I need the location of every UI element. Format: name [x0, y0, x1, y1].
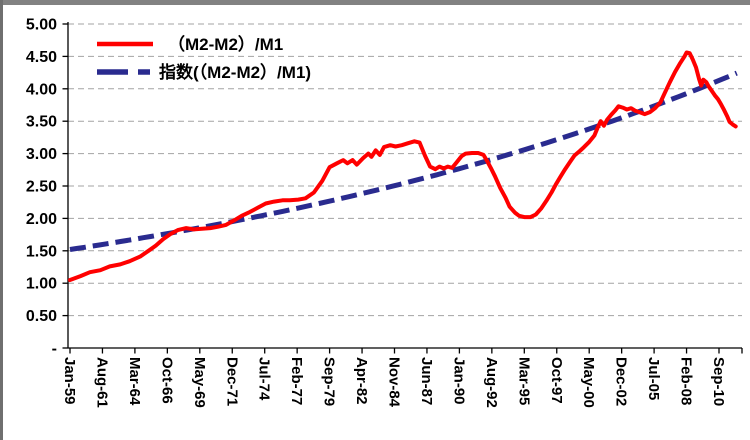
- svg-text:2.50: 2.50: [26, 179, 57, 196]
- legend-item-ratio: （M2-M2）/M1: [96, 30, 311, 58]
- svg-text:1.00: 1.00: [26, 276, 57, 293]
- svg-text:Feb-08: Feb-08: [678, 357, 695, 405]
- svg-text:Oct-66: Oct-66: [158, 357, 175, 404]
- window-left-edge: [0, 0, 3, 440]
- svg-text:May-00: May-00: [580, 357, 597, 408]
- svg-text:1.50: 1.50: [26, 243, 57, 260]
- svg-text:Dec-02: Dec-02: [613, 357, 630, 406]
- legend-label-ratio: （M2-M2）/M1: [168, 34, 284, 54]
- series-exponential-trendline: [69, 70, 738, 252]
- red-solid-line-icon: [97, 41, 153, 47]
- svg-text:4.00: 4.00: [26, 81, 57, 98]
- svg-text:Aug-61: Aug-61: [93, 357, 110, 408]
- svg-text:Oct-97: Oct-97: [548, 357, 565, 404]
- window-top-edge: [0, 0, 750, 5]
- svg-text:Dec-71: Dec-71: [223, 357, 240, 406]
- svg-text:Jan-90: Jan-90: [450, 357, 467, 405]
- axes: [62, 22, 743, 354]
- svg-text:Feb-77: Feb-77: [288, 357, 305, 405]
- svg-text:Mar-95: Mar-95: [515, 357, 532, 405]
- gridlines: [68, 23, 742, 317]
- svg-text:Sep-79: Sep-79: [321, 357, 338, 406]
- svg-text:3.50: 3.50: [26, 114, 57, 131]
- svg-text:Mar-64: Mar-64: [126, 357, 143, 406]
- legend-label-trendline: 指数(（M2-M2）/M1): [159, 62, 312, 82]
- svg-text:2.00: 2.00: [26, 211, 57, 228]
- svg-text:Jan-59: Jan-59: [61, 357, 78, 405]
- svg-text:Jul-74: Jul-74: [256, 357, 273, 401]
- svg-text:May-69: May-69: [191, 357, 208, 408]
- svg-text:4.50: 4.50: [26, 49, 57, 66]
- svg-text:Aug-92: Aug-92: [483, 357, 500, 408]
- svg-text:Apr-82: Apr-82: [353, 357, 370, 405]
- blue-dashed-line-icon: [97, 69, 153, 75]
- svg-text:5.00: 5.00: [26, 17, 57, 34]
- svg-text:Jun-87: Jun-87: [418, 357, 435, 405]
- legend-item-trendline: 指数(（M2-M2）/M1): [96, 58, 311, 86]
- svg-text:3.00: 3.00: [26, 146, 57, 163]
- svg-text:Nov-84: Nov-84: [386, 357, 403, 408]
- svg-text:0.50: 0.50: [26, 308, 57, 325]
- series-m2-ratio: [68, 50, 738, 282]
- x-tick-labels: Jan-59 Aug-61 Mar-64 Oct-66 May-69 Dec-71 Jul-…: [61, 357, 727, 408]
- svg-text:-: -: [52, 341, 57, 358]
- legend: （M2-M2）/M1 指数(（M2-M2）/M1): [96, 30, 311, 86]
- svg-text:Sep-10: Sep-10: [710, 357, 727, 406]
- y-tick-labels: - 0.50 1.00 1.50 2.00 2.50 3.00 3.50 4.00 4.50 5.0…: [26, 17, 57, 358]
- svg-text:Jul-05: Jul-05: [645, 357, 662, 400]
